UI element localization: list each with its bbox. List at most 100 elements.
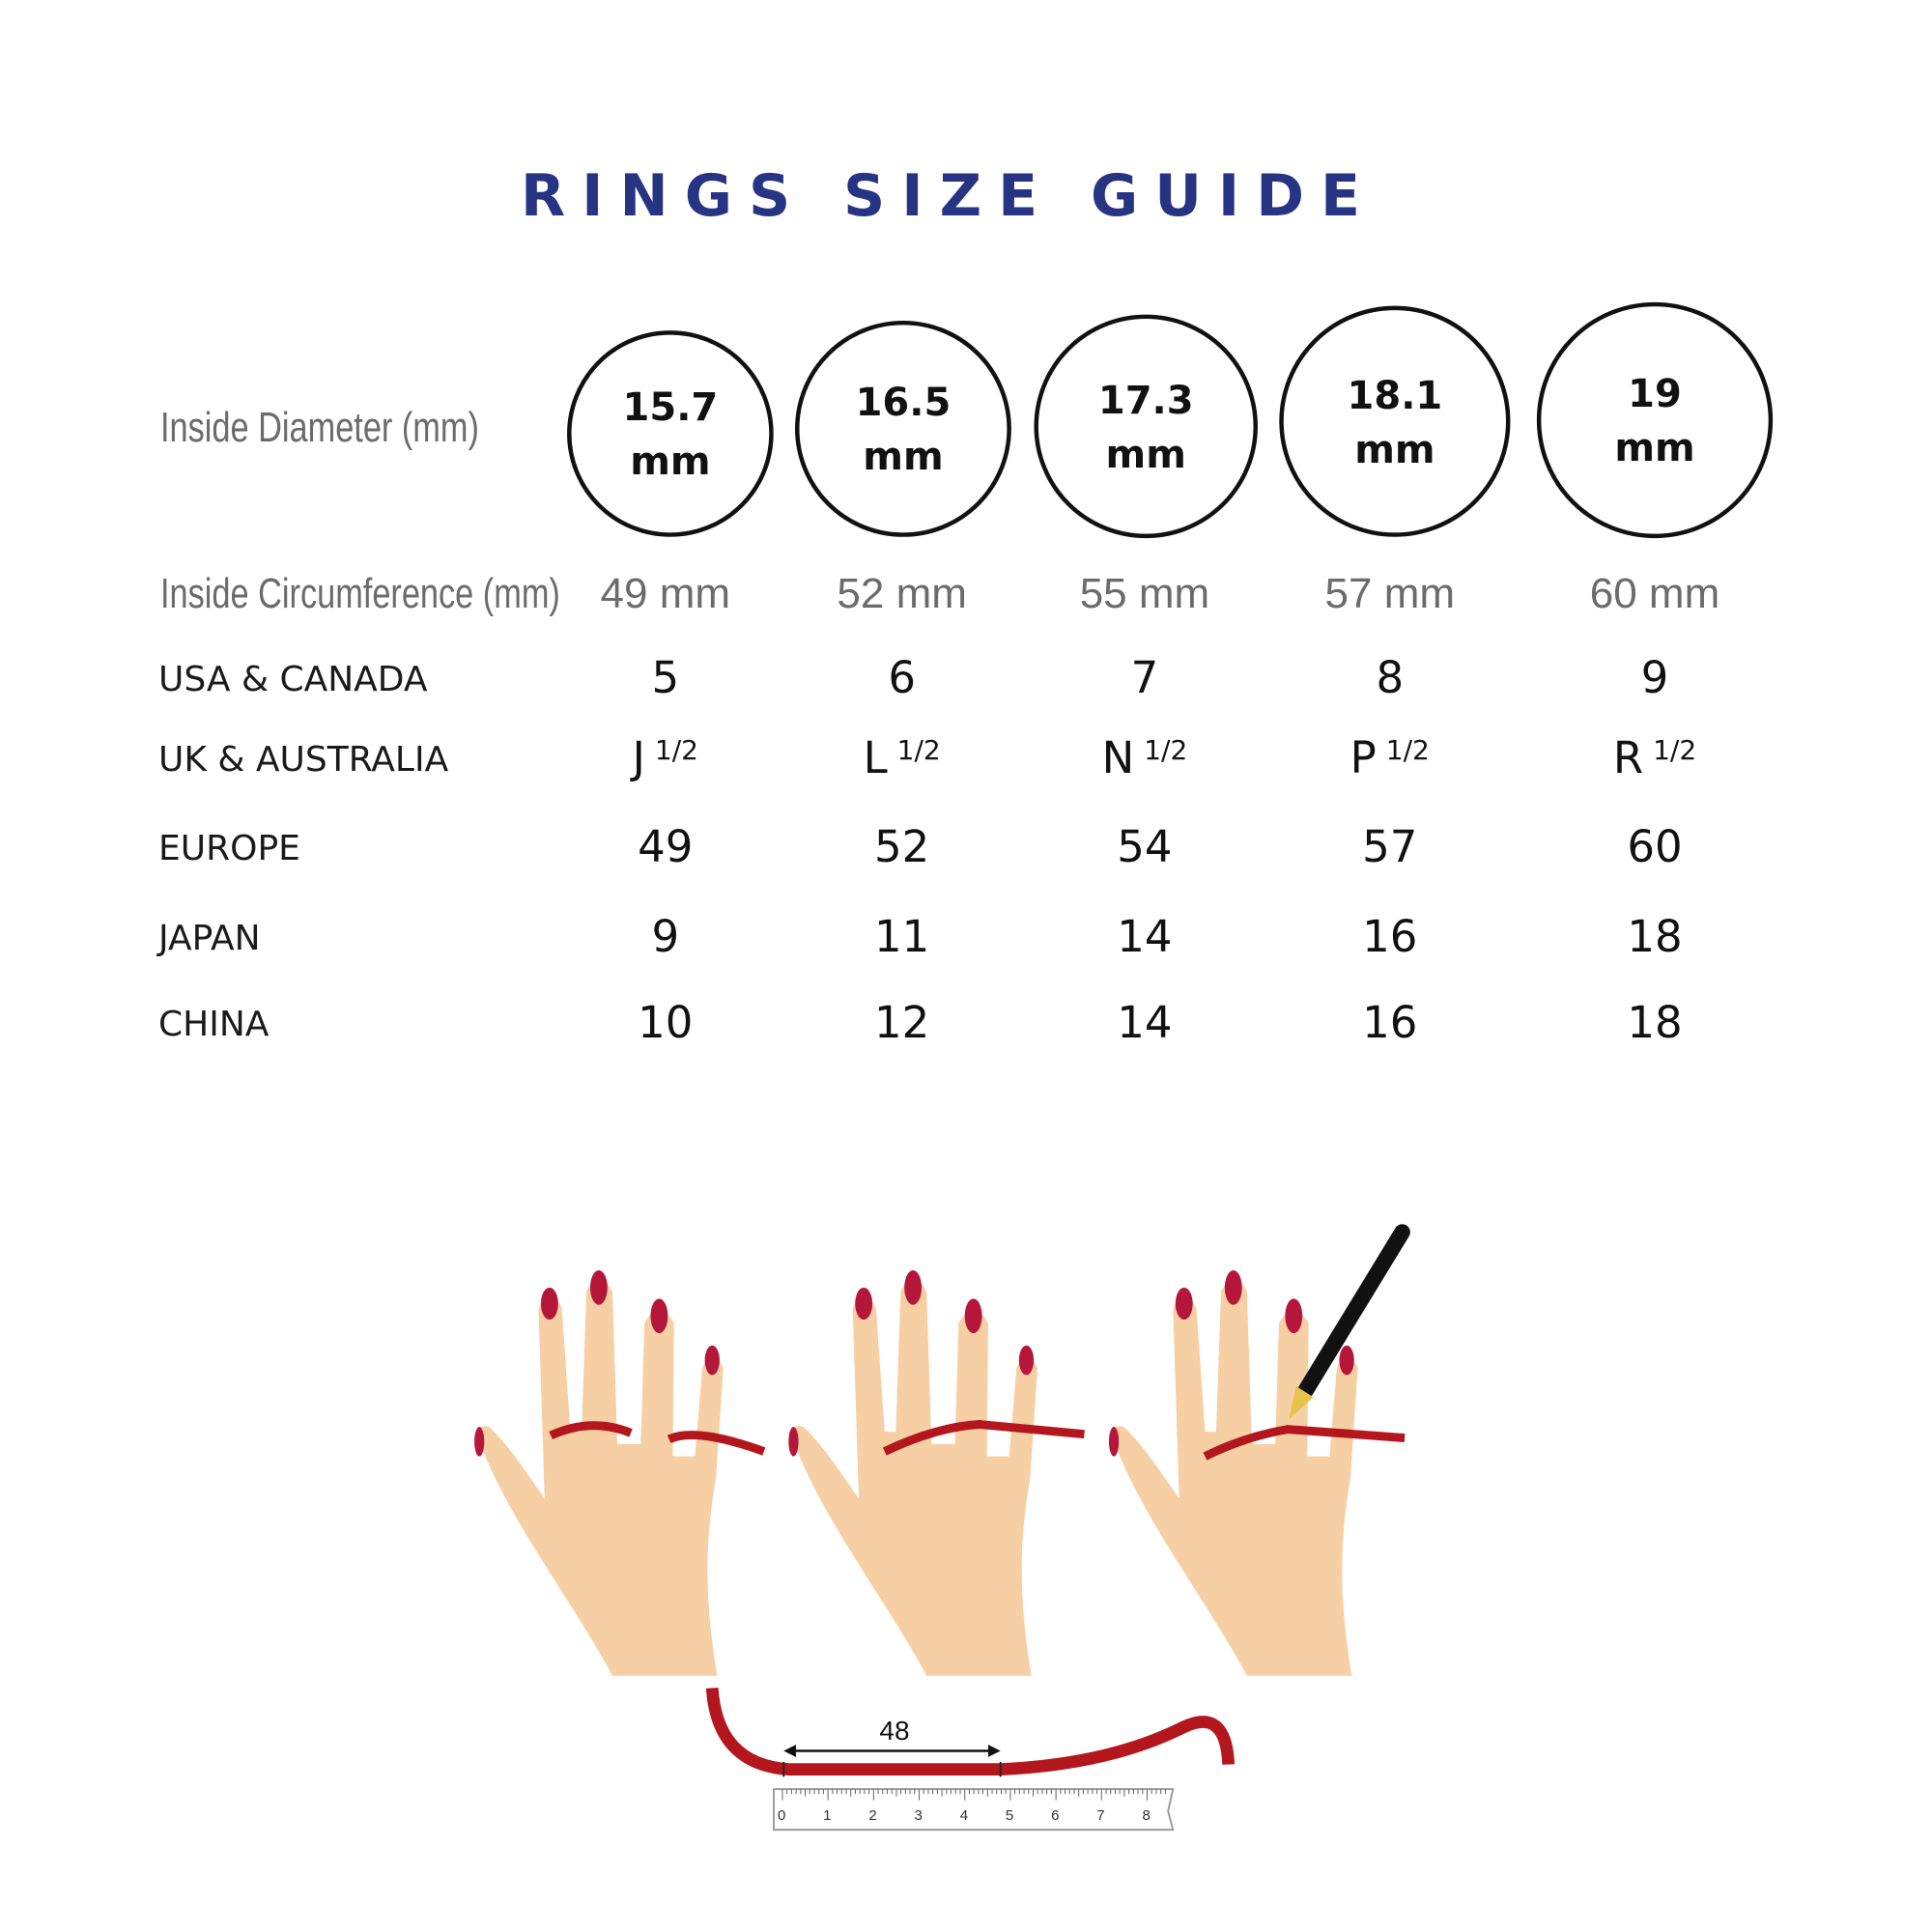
row-label: USA & CANADA xyxy=(158,660,428,699)
ruler-number: 6 xyxy=(1051,1807,1060,1825)
size-cell: 54 xyxy=(1117,821,1172,872)
ruler xyxy=(773,1788,1175,1832)
ruler-number: 1 xyxy=(823,1807,832,1825)
measured-string xyxy=(705,1687,1236,1777)
size-value: 12 xyxy=(874,997,930,1048)
hand-step-1 xyxy=(474,1270,766,1676)
diameter-value: 15.7 mm xyxy=(623,381,719,489)
size-cell: 52 xyxy=(874,821,929,872)
size-value: 16 xyxy=(1362,997,1418,1048)
size-cell: 18 xyxy=(1627,997,1682,1048)
size-cell: 9 xyxy=(651,911,679,962)
size-value: 14 xyxy=(1117,997,1173,1048)
size-cell: 60 xyxy=(1627,821,1682,872)
ring-circle xyxy=(1034,314,1258,539)
circumference-value: 57 mm xyxy=(1324,570,1456,617)
ruler-number: 5 xyxy=(1005,1807,1014,1825)
size-value: 18 xyxy=(1627,997,1683,1048)
size-fraction: 1/2 xyxy=(1144,734,1188,766)
size-value: 10 xyxy=(638,997,694,1048)
ruler-number: 7 xyxy=(1096,1807,1105,1825)
size-cell: 12 xyxy=(874,997,929,1048)
size-value: P xyxy=(1350,732,1377,783)
diameter-value: 19 mm xyxy=(1614,367,1694,475)
diameter-value: 16.5 mm xyxy=(856,376,952,484)
circumference-value: 55 mm xyxy=(1079,570,1210,617)
row-label: EUROPE xyxy=(158,829,300,868)
ring-circle xyxy=(1536,301,1774,539)
diameter-value: 17.3 mm xyxy=(1098,374,1194,482)
size-fraction: 1/2 xyxy=(1385,734,1430,766)
size-cell: 9 xyxy=(1641,652,1669,703)
ruler-number: 8 xyxy=(1142,1807,1151,1825)
size-value: 52 xyxy=(874,821,930,872)
size-value: 49 xyxy=(638,821,694,872)
diameter-number: 17.3 xyxy=(1097,378,1194,423)
size-value: 57 xyxy=(1362,821,1418,872)
size-fraction: 1/2 xyxy=(654,734,698,766)
diameter-unit: mm xyxy=(630,440,711,485)
size-value: R xyxy=(1612,732,1644,783)
size-value: N xyxy=(1101,732,1135,783)
diameter-unit: mm xyxy=(863,435,944,480)
size-cell: 7 xyxy=(1131,652,1159,703)
page-title: RINGS SIZE GUIDE xyxy=(520,162,1378,230)
diameter-value: 18.1 mm xyxy=(1348,369,1443,477)
size-cell: 14 xyxy=(1117,997,1172,1048)
ruler-number: 0 xyxy=(777,1807,786,1825)
size-cell: R 1/2 xyxy=(1613,732,1696,783)
ruler-number: 3 xyxy=(914,1807,923,1825)
diameter-unit: mm xyxy=(1354,427,1435,472)
circumference-value: 49 mm xyxy=(600,570,731,617)
size-cell: 10 xyxy=(638,997,693,1048)
size-cell: 18 xyxy=(1627,911,1682,962)
size-value: 7 xyxy=(1130,652,1159,703)
size-value: L xyxy=(863,732,888,783)
circumference-value: 60 mm xyxy=(1589,570,1720,617)
size-value: 6 xyxy=(888,652,916,703)
circumference-value: 52 mm xyxy=(837,570,967,617)
size-fraction: 1/2 xyxy=(896,734,941,766)
row-label: UK & AUSTRALIA xyxy=(158,740,449,780)
diameter-number: 16.5 xyxy=(855,381,952,426)
diameter-number: 19 xyxy=(1628,372,1682,417)
ruler-number: 4 xyxy=(959,1807,969,1825)
size-cell: 49 xyxy=(638,821,693,872)
size-value: 11 xyxy=(874,911,930,962)
size-value: 16 xyxy=(1362,911,1418,962)
size-value: J xyxy=(632,732,645,783)
pencil-icon xyxy=(1289,1224,1410,1420)
size-value: 9 xyxy=(651,911,680,962)
size-cell: 14 xyxy=(1117,911,1172,962)
size-cell: 16 xyxy=(1362,911,1417,962)
size-cell: P 1/2 xyxy=(1350,732,1430,783)
size-value: 9 xyxy=(1640,652,1669,703)
size-value: 60 xyxy=(1627,821,1683,872)
diameter-number: 15.7 xyxy=(622,385,719,431)
hand-step-3 xyxy=(1108,1224,1410,1676)
size-cell: J 1/2 xyxy=(633,732,698,783)
ring-circle xyxy=(795,320,1011,537)
size-cell: 5 xyxy=(651,652,679,703)
size-cell: 57 xyxy=(1362,821,1417,872)
size-cell: 16 xyxy=(1362,997,1417,1048)
diameter-number: 18.1 xyxy=(1347,373,1443,418)
size-cell: 11 xyxy=(874,911,929,962)
label-inside-circumference: Inside Circumference (mm) xyxy=(160,570,560,617)
hand-step-2 xyxy=(788,1270,1085,1676)
row-label: JAPAN xyxy=(158,919,261,958)
size-value: 14 xyxy=(1117,911,1173,962)
label-inside-diameter: Inside Diameter (mm) xyxy=(160,404,479,451)
size-fraction: 1/2 xyxy=(1653,734,1697,766)
diameter-unit: mm xyxy=(1614,426,1695,471)
size-cell: N 1/2 xyxy=(1102,732,1188,783)
ring-circle xyxy=(567,330,774,537)
row-label: CHINA xyxy=(158,1005,270,1044)
ring-circle xyxy=(1279,305,1511,537)
ruler-number: 2 xyxy=(868,1807,877,1825)
diameter-unit: mm xyxy=(1105,432,1186,477)
size-value: 18 xyxy=(1627,911,1683,962)
size-value: 54 xyxy=(1117,821,1173,872)
size-value: 5 xyxy=(651,652,680,703)
